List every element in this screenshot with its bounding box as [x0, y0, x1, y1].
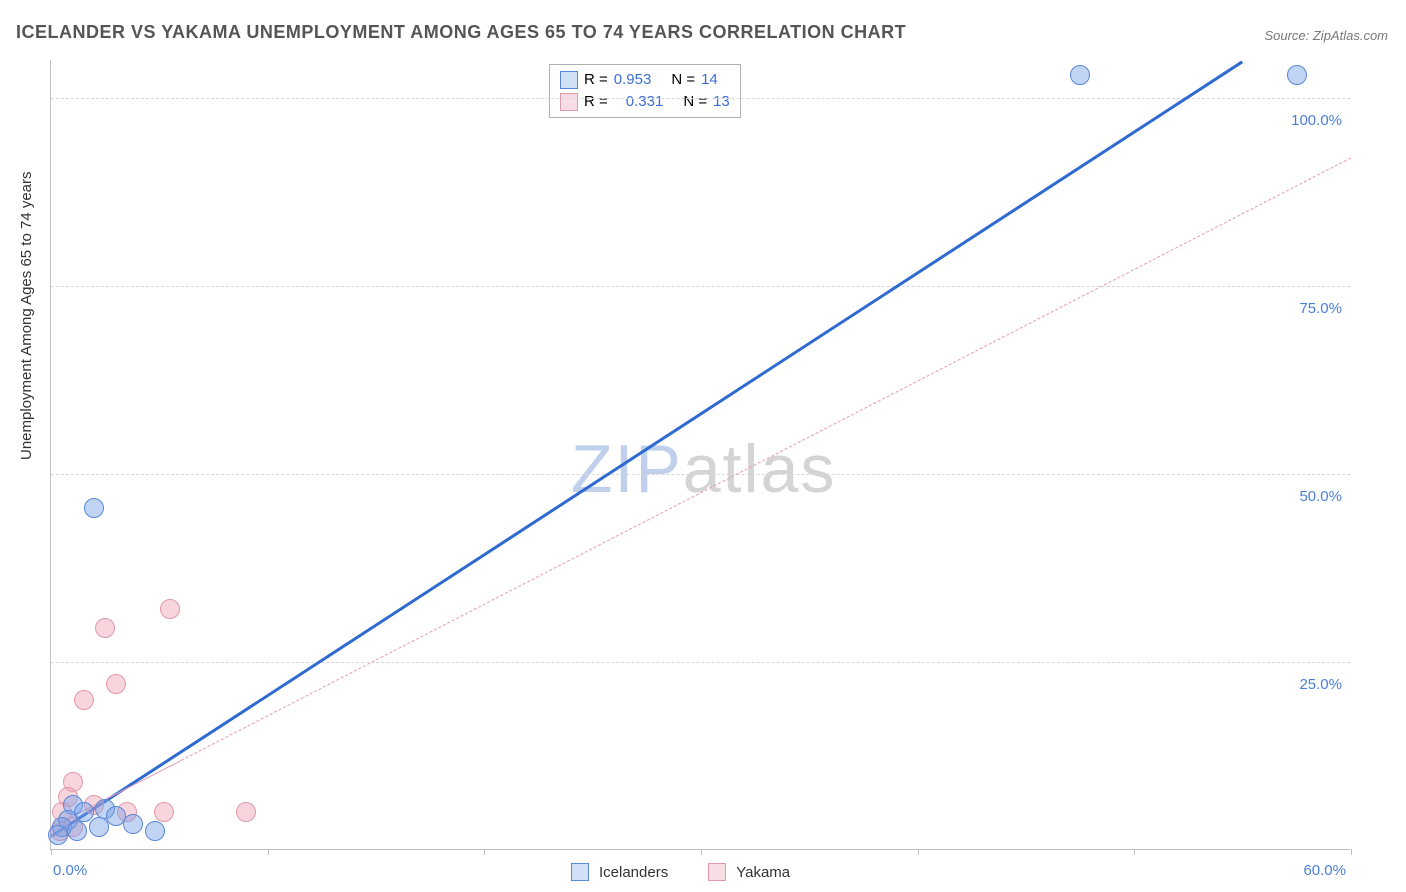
series-legend: Icelanders Yakama: [571, 863, 790, 881]
watermark-zip: ZIP: [571, 431, 683, 507]
n-value-yakama: 13: [713, 91, 730, 113]
y-tick-label: 25.0%: [1299, 676, 1342, 693]
legend-row-yakama: R = 0.331 N = 13: [560, 91, 730, 113]
source-label: Source: ZipAtlas.com: [1264, 28, 1388, 43]
data-point: [74, 690, 94, 710]
data-point: [48, 825, 68, 845]
data-point: [1287, 65, 1307, 85]
r-value-icelanders: 0.953: [614, 69, 652, 91]
data-point: [95, 618, 115, 638]
data-point: [1070, 65, 1090, 85]
legend-swatch-yakama: [708, 863, 726, 881]
data-point: [84, 498, 104, 518]
data-point: [89, 817, 109, 837]
x-tick: [1134, 849, 1135, 855]
legend-label-icelanders: Icelanders: [599, 864, 668, 881]
legend-swatch-icelanders: [571, 863, 589, 881]
swatch-yakama: [560, 93, 578, 111]
r-label: R =: [584, 69, 608, 91]
watermark-atlas: atlas: [683, 431, 837, 507]
y-axis-label: Unemployment Among Ages 65 to 74 years: [18, 171, 35, 460]
data-point: [145, 821, 165, 841]
legend-label-yakama: Yakama: [736, 864, 790, 881]
trend-line: [181, 158, 1351, 762]
data-point: [160, 599, 180, 619]
x-tick: [51, 849, 52, 855]
n-value-icelanders: 14: [701, 69, 718, 91]
x-tick: [268, 849, 269, 855]
gridline: [51, 474, 1350, 475]
x-tick-label: 60.0%: [1303, 862, 1346, 879]
x-tick-label: 0.0%: [53, 862, 87, 879]
r-label: R =: [584, 91, 608, 113]
gridline: [51, 286, 1350, 287]
swatch-icelanders: [560, 71, 578, 89]
data-point: [123, 814, 143, 834]
data-point: [67, 821, 87, 841]
x-tick: [918, 849, 919, 855]
x-tick: [701, 849, 702, 855]
y-tick-label: 75.0%: [1299, 300, 1342, 317]
n-label: N =: [683, 91, 707, 113]
data-point: [236, 802, 256, 822]
trend-line: [50, 60, 1243, 837]
n-label: N =: [671, 69, 695, 91]
y-tick-label: 100.0%: [1291, 112, 1342, 129]
gridline: [51, 98, 1350, 99]
legend-row-icelanders: R = 0.953 N = 14: [560, 69, 730, 91]
r-value-yakama: 0.331: [626, 91, 664, 113]
gridline: [51, 662, 1350, 663]
y-tick-label: 50.0%: [1299, 488, 1342, 505]
data-point: [154, 802, 174, 822]
data-point: [106, 674, 126, 694]
correlation-legend: R = 0.953 N = 14 R = 0.331 N = 13: [549, 64, 741, 118]
chart-container: ICELANDER VS YAKAMA UNEMPLOYMENT AMONG A…: [0, 0, 1406, 892]
x-tick: [1351, 849, 1352, 855]
plot-area: ZIPatlas R = 0.953 N = 14 R = 0.331 N = …: [50, 60, 1350, 850]
x-tick: [484, 849, 485, 855]
chart-title: ICELANDER VS YAKAMA UNEMPLOYMENT AMONG A…: [16, 22, 906, 43]
